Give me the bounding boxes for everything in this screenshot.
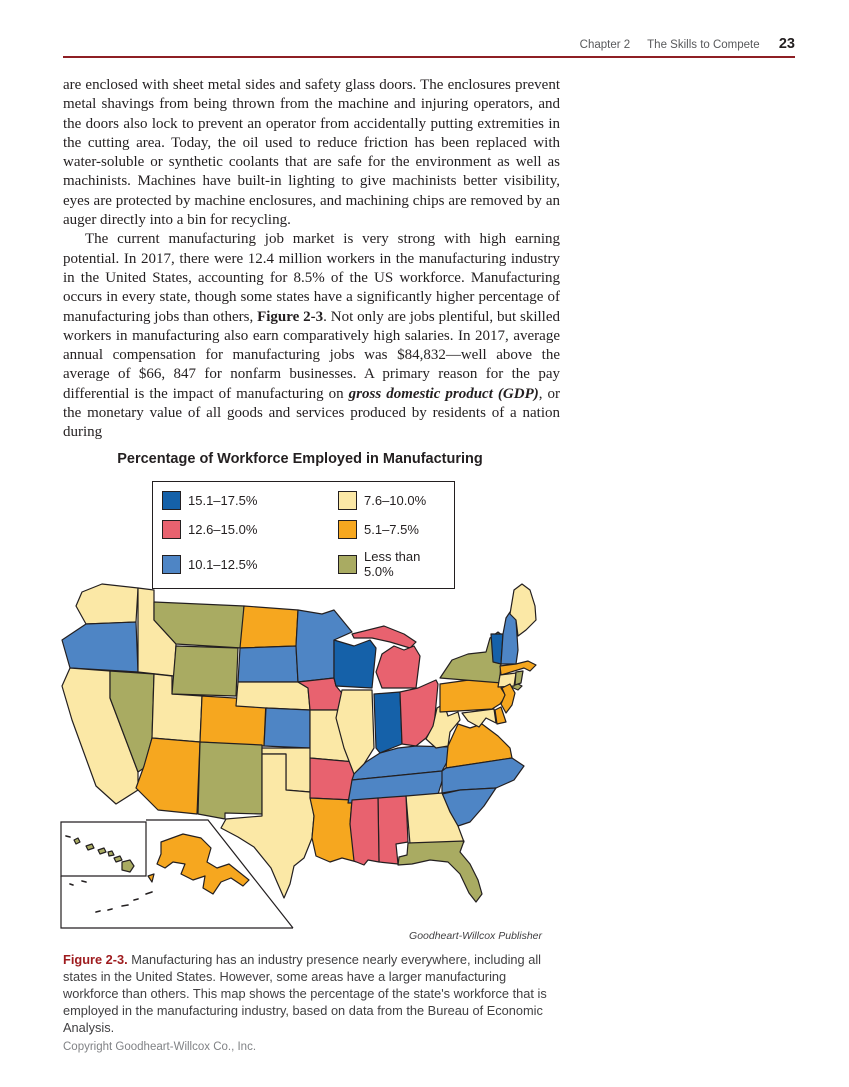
legend-item: 5.1–7.5% (338, 520, 448, 539)
state-delaware (494, 706, 507, 725)
state-connecticut (497, 672, 517, 688)
state-indiana (373, 691, 403, 754)
paragraph-2: The current manufacturing job market is … (63, 230, 560, 442)
legend-item: 12.6–15.0% (162, 520, 338, 539)
state-new-hampshire (500, 611, 519, 665)
us-choropleth-map (58, 576, 550, 936)
copyright-line: Copyright Goodheart-Willcox Co., Inc. (63, 1041, 257, 1053)
legend-label: Less than 5.0% (364, 549, 421, 579)
state-north-dakota (239, 605, 299, 649)
paragraph-2-part3: , or the monetary value of all goods and… (63, 385, 561, 441)
state-maine (509, 583, 537, 637)
map-legend: 15.1–17.5% 7.6–10.0% 12.6–15.0% 5.1–7.5%… (152, 481, 455, 589)
state-alabama (377, 795, 409, 865)
hawaii-island (73, 837, 81, 845)
state-wyoming (171, 645, 239, 697)
paragraph-2-part1: The current manufacturing job market is … (63, 231, 560, 325)
hawaii-island (113, 855, 123, 863)
legend-swatch-10-12 (162, 554, 181, 574)
section-title: The Skills to Compete (647, 39, 760, 51)
state-north-carolina (441, 757, 525, 794)
figure-title: Percentage of Workforce Employed in Manu… (117, 451, 483, 467)
figure-caption-text: Manufacturing has an industry presence n… (63, 952, 547, 1035)
legend-item: 10.1–12.5% (162, 549, 338, 579)
legend-swatch-5-7 (338, 520, 357, 539)
page-number: 23 (778, 36, 795, 52)
state-alaska (156, 833, 250, 895)
figure-caption-label: Figure 2-3. (63, 952, 128, 967)
state-new-jersey (500, 683, 516, 714)
state-west-virginia (425, 703, 461, 749)
state-washington (75, 583, 139, 625)
chapter-label: Chapter 2 (579, 39, 631, 51)
page-header: Chapter 2 The Skills to Compete 23 (63, 36, 795, 52)
aleutian-islands (65, 835, 153, 913)
paragraph-2-part2: . Not only are jobs plentiful, but skill… (63, 308, 560, 402)
state-kansas (263, 707, 311, 749)
state-maryland (461, 708, 497, 728)
legend-label: 12.6–15.0% (188, 522, 258, 537)
state-rhode-island (514, 670, 524, 686)
state-florida (397, 840, 483, 903)
hawaii-inset-box (60, 821, 147, 877)
state-michigan-lower (375, 645, 421, 689)
legend-label: 10.1–12.5% (188, 556, 258, 572)
legend-swatch-7-10 (338, 491, 357, 510)
hawaii-island (97, 847, 107, 855)
hawaii-island (85, 843, 95, 851)
legend-swatch-12-15 (162, 520, 181, 539)
state-south-dakota (237, 645, 299, 683)
alaska-island (147, 873, 155, 883)
legend-swatch-15-17 (162, 491, 181, 510)
state-wisconsin (333, 639, 377, 689)
figure-caption: Figure 2-3. Manufacturing has an industr… (63, 951, 550, 1036)
legend-item: Less than 5.0% (338, 549, 448, 579)
body-text-column: are enclosed with sheet metal sides and … (63, 76, 560, 443)
state-new-mexico (197, 741, 263, 820)
state-oregon (61, 621, 139, 673)
state-nebraska (235, 681, 311, 711)
state-mississippi (349, 797, 380, 866)
legend-item: 15.1–17.5% (162, 491, 338, 510)
us-map-svg (60, 583, 537, 929)
figure-reference: Figure 2-3 (257, 308, 324, 325)
legend-swatch-less-5 (338, 554, 357, 574)
state-montana (153, 601, 245, 649)
hawaii-island-big (121, 859, 135, 873)
paragraph-1: are enclosed with sheet metal sides and … (63, 77, 560, 229)
header-rule (63, 56, 795, 58)
legend-label: 7.6–10.0% (364, 493, 427, 508)
legend-label: 15.1–17.5% (188, 493, 258, 508)
legend-label: 5.1–7.5% (364, 522, 419, 537)
gdp-term: gross domestic product (GDP) (348, 385, 539, 402)
state-arkansas (309, 757, 356, 801)
figure-attribution: Goodheart-Willcox Publisher (409, 930, 542, 942)
alaska-inset-border (60, 819, 294, 929)
legend-item: 7.6–10.0% (338, 491, 448, 510)
hawaii-island (107, 850, 115, 857)
state-texas (220, 753, 315, 899)
